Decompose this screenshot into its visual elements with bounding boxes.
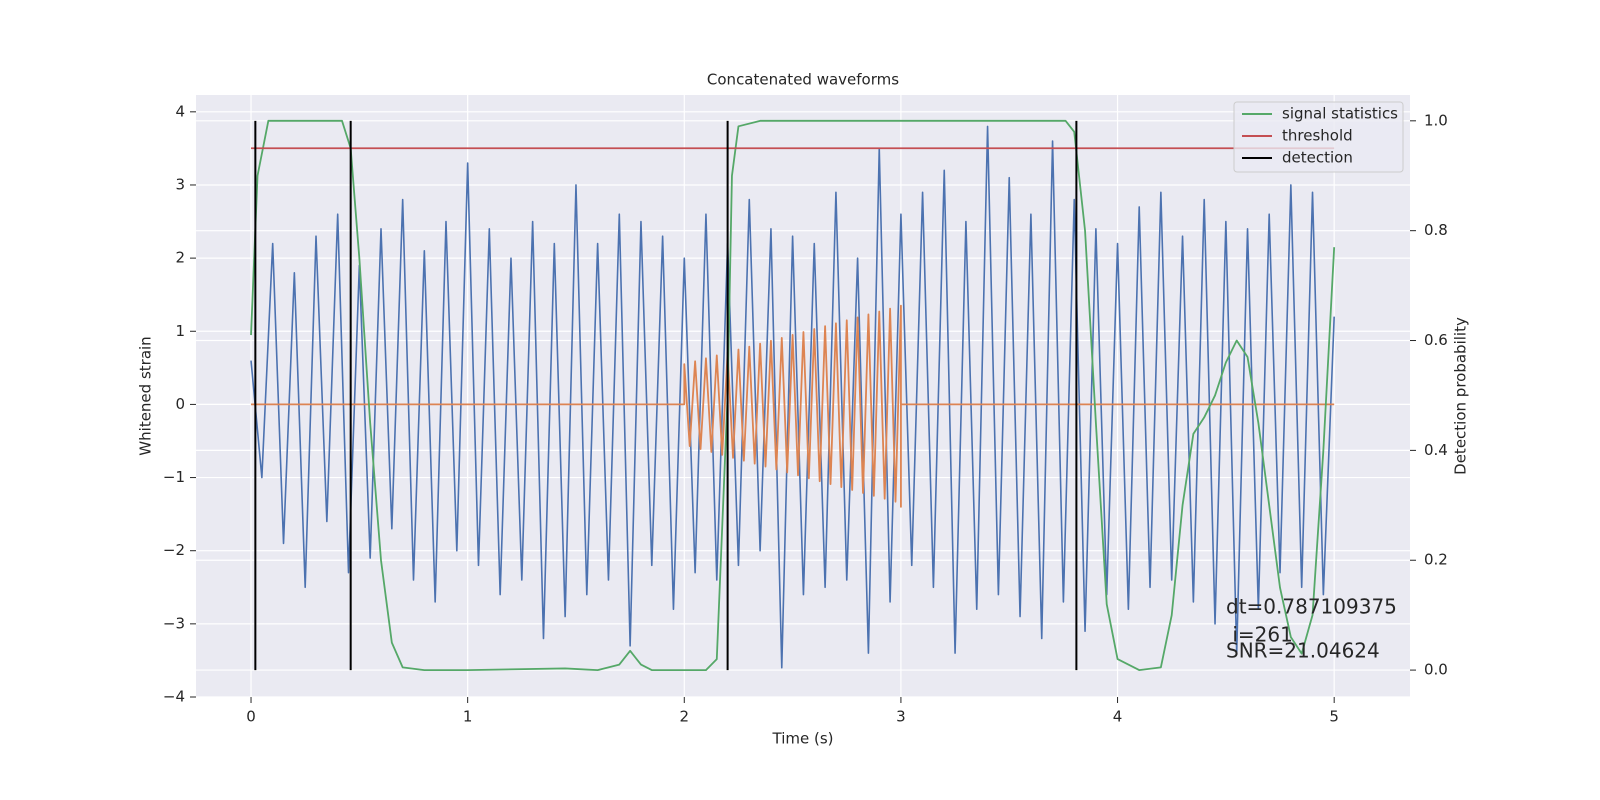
annotation: SNR=21.04624 [1226,639,1380,663]
y-axis-label: Whitened strain [137,336,155,455]
legend-label: signal statistics [1282,105,1398,123]
x-tick-label: 0 [246,708,256,726]
y2-tick-label: 0.8 [1424,221,1448,239]
y2-tick-label: 0.2 [1424,551,1448,569]
y-tick-label: −3 [163,614,185,632]
x-tick-label: 3 [896,708,906,726]
x-tick-label: 5 [1329,708,1339,726]
plot-area [196,95,1410,697]
x-tick-label: 1 [463,708,473,726]
legend-label: threshold [1282,127,1353,145]
y2-tick-label: 1.0 [1424,111,1448,129]
series-line [251,304,1335,508]
y-tick-label: 0 [175,395,185,413]
chart-title: Concatenated waveforms [707,71,899,89]
y-tick-label: −1 [163,468,185,486]
series-line [250,125,1335,669]
legend-box [1233,101,1404,173]
y-tick-label: 4 [175,102,185,120]
x-tick-label: 4 [1113,708,1123,726]
annotation: i=261 [1226,623,1293,647]
legend-label: detection [1282,149,1353,167]
y-tick-label: −2 [163,541,185,559]
y-tick-label: 2 [175,249,185,267]
series-line [250,119,1336,671]
x-tick-label: 2 [680,708,690,726]
y-tick-label: 1 [175,322,185,340]
y2-axis-label: Detection probability [1452,317,1470,475]
y2-tick-label: 0.4 [1424,441,1448,459]
annotation: dt=0.787109375 [1226,595,1397,619]
y-tick-label: 3 [175,175,185,193]
x-axis-label: Time (s) [772,730,834,748]
y-tick-label: −4 [163,688,185,706]
y2-tick-label: 0.0 [1424,661,1448,679]
y2-tick-label: 0.6 [1424,331,1448,349]
